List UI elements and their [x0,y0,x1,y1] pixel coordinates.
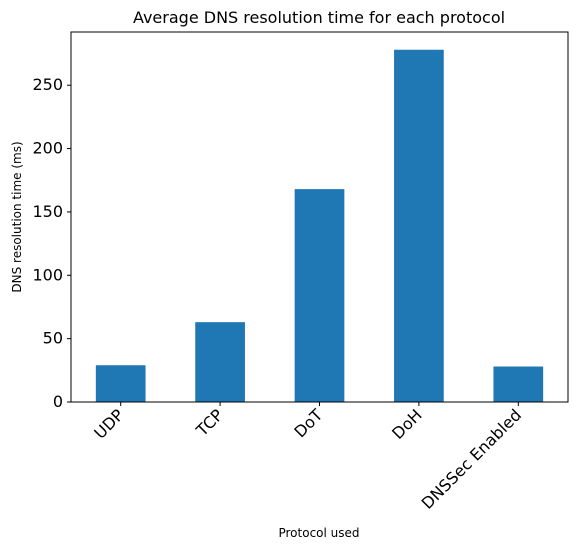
bar-tcp [195,322,245,402]
bar-dot [294,189,345,402]
x-tick-label: UDP [90,405,127,442]
axes-frame [70,31,569,403]
bar-doh [394,49,444,403]
chart-title: Average DNS resolution time for each pro… [133,8,505,27]
x-axis-label: Protocol used [278,526,359,540]
x-tick-label: TCP [192,405,227,440]
x-tick-label: DoH [388,405,426,443]
y-tick-label: 0 [53,392,63,411]
y-axis-label: DNS resolution time (ms) [10,141,24,292]
y-tick-label: 150 [32,202,63,221]
bar-udp [95,365,146,402]
y-tick-label: 100 [32,265,63,284]
y-tick-label: 200 [32,139,63,158]
x-tick-label: DoT [290,405,326,441]
bar-dnssec-enabled [493,366,544,402]
y-tick-label: 50 [43,329,63,348]
y-tick-label: 250 [32,75,63,94]
x-tick-label: DNSSec Enabled [418,405,525,512]
